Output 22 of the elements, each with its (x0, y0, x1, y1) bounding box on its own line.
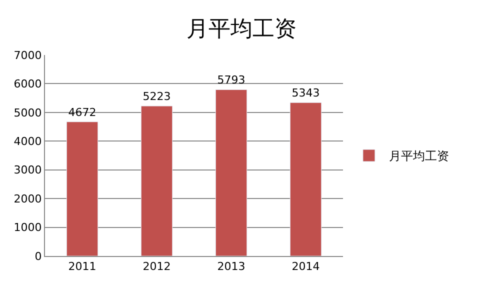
bar (215, 89, 248, 256)
legend-label: 月平均工资 (388, 149, 449, 164)
data-label: 4672 (68, 106, 96, 119)
y-tick-label: 0 (34, 250, 42, 263)
x-tick-label: 2014 (292, 260, 320, 274)
x-tick-label: 2011 (68, 260, 96, 274)
chart-title: 月平均工资 (186, 16, 296, 42)
x-tick-label: 2012 (142, 260, 171, 274)
x-tick-label: 2013 (217, 260, 246, 274)
y-tick-label: 3000 (14, 164, 42, 177)
y-tick-label: 1000 (14, 221, 42, 234)
y-tick-label: 2000 (14, 192, 42, 206)
bar (290, 102, 322, 256)
y-tick-label: 4000 (14, 134, 42, 148)
data-label: 5343 (292, 86, 320, 100)
y-tick-label: 5000 (14, 106, 42, 120)
y-tick-label: 6000 (14, 78, 42, 91)
bar (140, 106, 173, 256)
y-tick-label: 7000 (14, 48, 42, 62)
bar (66, 122, 98, 256)
data-label: 5793 (217, 74, 246, 87)
data-label: 5223 (142, 90, 171, 104)
